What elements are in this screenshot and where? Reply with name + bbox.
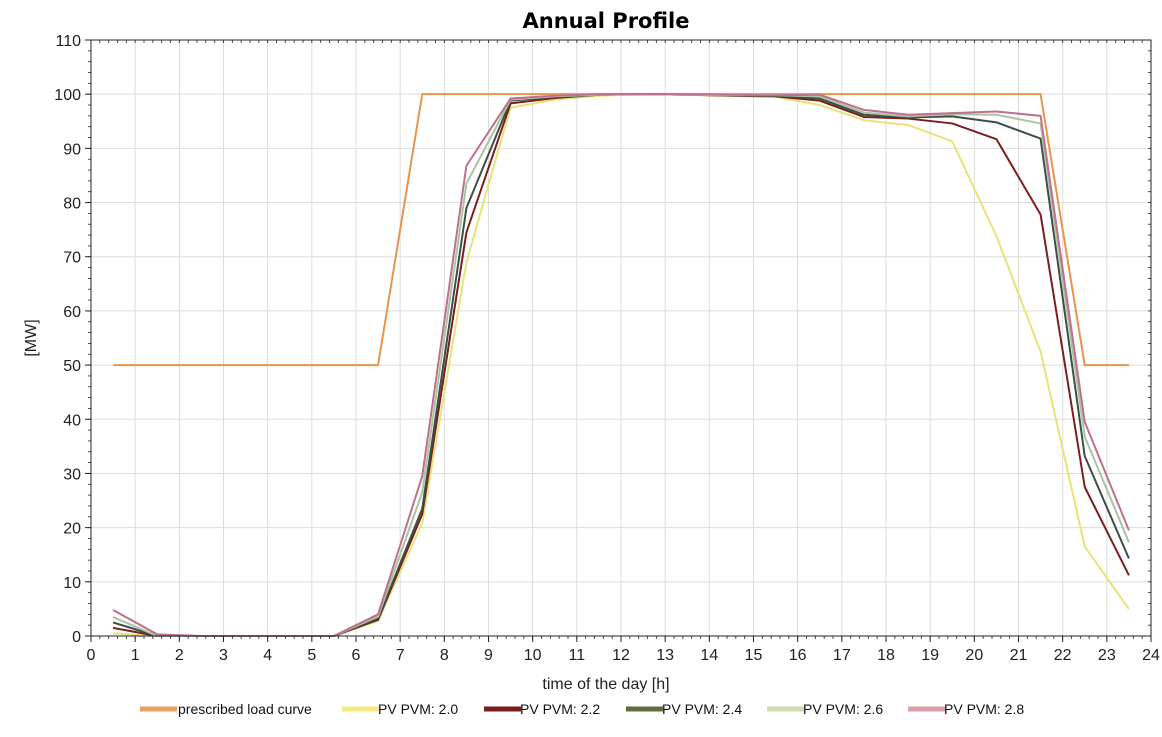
x-tick-label: 16 [789, 647, 807, 664]
grid [90, 39, 1152, 637]
chart-title: Annual Profile [523, 9, 690, 33]
legend-label-5: PV PVM: 2.8 [944, 701, 1024, 717]
y-tick-label: 20 [63, 521, 81, 538]
legend: prescribed load curve PV PVM: 2.0 PV PVM: … [140, 701, 1024, 717]
y-tick-label: 50 [63, 358, 81, 375]
x-tick-label: 8 [440, 647, 449, 664]
x-tick-label: 22 [1054, 647, 1072, 664]
x-axis-label: time of the day [h] [542, 676, 669, 693]
x-tick-label: 9 [484, 647, 493, 664]
x-tick-label: 1 [131, 647, 140, 664]
x-tick-label: 11 [569, 647, 586, 664]
legend-label-4: PV PVM: 2.6 [803, 701, 883, 717]
y-axis-ticks: 0 10 20 30 40 50 60 70 80 90 100 110 [54, 33, 1151, 646]
x-tick-label: 5 [307, 647, 316, 664]
x-tick-label: 6 [352, 647, 361, 664]
x-axis-ticks: 0 1 2 3 4 5 6 7 8 9 10 11 12 13 14 15 16 17 18 19 20 21 22 23 24 [87, 40, 1160, 664]
x-tick-label: 21 [1010, 647, 1028, 664]
x-tick-label: 20 [965, 647, 983, 664]
y-tick-label: 100 [54, 87, 81, 104]
x-tick-label: 2 [175, 647, 184, 664]
x-tick-label: 12 [612, 647, 630, 664]
x-tick-label: 3 [219, 647, 228, 664]
x-tick-label: 14 [700, 647, 718, 664]
x-tick-label: 24 [1142, 647, 1160, 664]
y-tick-label: 30 [63, 466, 81, 483]
x-tick-label: 13 [656, 647, 674, 664]
y-tick-label: 40 [63, 412, 81, 429]
x-tick-label: 19 [921, 647, 939, 664]
y-tick-label: 60 [63, 304, 81, 321]
y-tick-label: 70 [63, 250, 81, 267]
legend-label-3: PV PVM: 2.4 [662, 701, 742, 717]
legend-label-2: PV PVM: 2.2 [520, 701, 600, 717]
legend-label-1: PV PVM: 2.0 [378, 701, 458, 717]
y-tick-label: 0 [72, 629, 81, 646]
y-axis-label: [MW] [23, 319, 40, 356]
y-tick-label: 80 [63, 196, 81, 213]
y-tick-label: 90 [63, 141, 81, 158]
y-tick-label: 10 [63, 575, 81, 592]
y-tick-label: 110 [55, 33, 81, 50]
legend-label-0: prescribed load curve [178, 701, 312, 717]
x-tick-label: 7 [396, 647, 405, 664]
x-tick-label: 23 [1098, 647, 1116, 664]
x-tick-label: 4 [263, 647, 272, 664]
x-tick-label: 18 [877, 647, 895, 664]
x-tick-label: 17 [833, 647, 851, 664]
x-tick-label: 0 [87, 647, 96, 664]
x-tick-label: 10 [524, 647, 542, 664]
x-tick-label: 15 [745, 647, 763, 664]
